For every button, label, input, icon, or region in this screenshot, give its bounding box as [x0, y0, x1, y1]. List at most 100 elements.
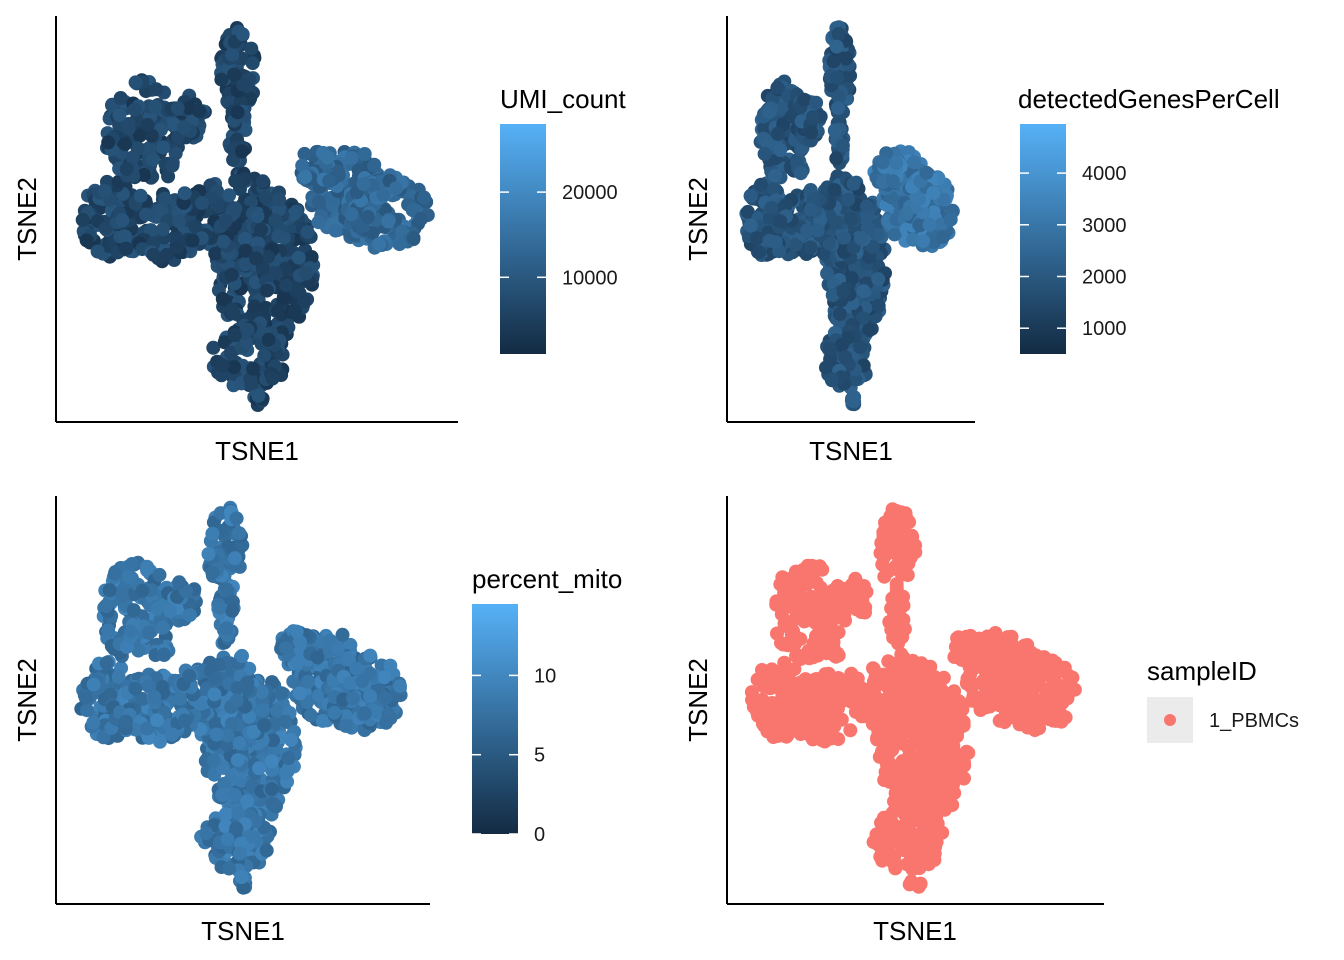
scatter-point: [79, 233, 94, 248]
scatter-point: [862, 323, 877, 338]
scatter-point: [312, 194, 327, 209]
scatter-point: [806, 673, 821, 688]
scatter-point: [829, 151, 844, 166]
scatter-point: [945, 798, 960, 812]
x-axis-label: TSNE1: [809, 436, 893, 466]
scatter-point: [912, 671, 927, 686]
scatter-point: [393, 679, 407, 694]
scatter-point: [235, 648, 249, 663]
scatter-point: [885, 174, 900, 189]
scatter-point: [194, 196, 209, 211]
scatter-point: [230, 174, 245, 189]
scatter-point: [264, 754, 279, 769]
scatter-points: [74, 500, 408, 895]
scatter-point: [871, 298, 886, 313]
scatter-point: [297, 146, 312, 161]
scatter-point: [133, 188, 148, 203]
scatter-point: [143, 223, 158, 238]
scatter-point: [223, 345, 238, 360]
scatter-point: [754, 177, 768, 192]
scatter-point: [226, 152, 241, 167]
scatter-point: [823, 612, 838, 627]
scatter-point: [86, 677, 101, 692]
scatter-point: [238, 123, 253, 137]
scatter-point: [856, 284, 871, 299]
scatter-point: [792, 580, 807, 595]
scatter-point: [884, 508, 899, 523]
scatter-point: [793, 166, 808, 181]
scatter-point: [905, 806, 920, 821]
scatter-point: [124, 557, 139, 571]
panel-sample-id: TSNE1 TSNE2 sampleID 1_PBMCs: [683, 496, 1299, 946]
scatter-point: [254, 685, 269, 700]
scatter-points: [744, 502, 1082, 894]
scatter-point: [357, 706, 372, 721]
scatter-point: [214, 72, 229, 87]
scatter-point: [229, 511, 244, 526]
scatter-point: [161, 169, 176, 184]
scatter-point: [928, 735, 943, 750]
scatter-point: [290, 655, 305, 670]
y-axis-label: TSNE2: [12, 177, 42, 261]
scatter-point: [289, 624, 304, 639]
scatter-point: [177, 186, 192, 201]
scatter-point: [853, 231, 868, 246]
scatter-point: [838, 350, 853, 365]
scatter-point: [906, 784, 921, 799]
scatter-point: [825, 288, 840, 303]
scatter-point: [392, 237, 407, 252]
scatter-point: [165, 158, 180, 173]
scatter-point: [115, 213, 130, 228]
scatter-point: [918, 814, 933, 829]
scatter-point: [865, 716, 880, 731]
scatter-point: [825, 372, 840, 387]
y-axis-label: TSNE2: [683, 177, 713, 261]
scatter-point: [220, 832, 235, 847]
scatter-point: [230, 753, 245, 768]
scatter-point: [235, 27, 250, 42]
scatter-point: [230, 105, 245, 120]
scatter-point: [255, 174, 270, 189]
scatter-point: [912, 192, 926, 207]
scatter-point: [121, 121, 136, 136]
scatter-point: [264, 782, 279, 797]
scatter-point: [148, 99, 163, 114]
scatter-point: [224, 267, 239, 282]
scatter-point: [245, 56, 260, 71]
scatter-point: [140, 117, 155, 132]
scatter-point: [871, 272, 886, 287]
scatter-point: [835, 603, 850, 618]
scatter-point: [322, 174, 337, 188]
scatter-point: [206, 754, 221, 768]
scatter-point: [882, 692, 897, 707]
scatter-point: [205, 526, 220, 541]
scatter-point: [118, 137, 133, 152]
x-axis-label: TSNE1: [215, 436, 299, 466]
scatter-point: [911, 759, 926, 774]
scatter-point: [209, 727, 224, 742]
scatter-point: [328, 223, 343, 238]
scatter-point: [125, 151, 140, 166]
scatter-point: [279, 278, 294, 293]
scatter-point: [222, 188, 237, 203]
y-axis-label: TSNE2: [12, 658, 42, 742]
scatter-point: [897, 622, 912, 637]
scatter-point: [133, 128, 147, 143]
colorbar: [500, 124, 546, 354]
scatter-point: [156, 647, 171, 662]
scatter-point: [764, 662, 779, 677]
scatter-point: [878, 520, 893, 535]
scatter-point: [896, 719, 911, 734]
scatter-point: [153, 734, 167, 749]
scatter-point: [389, 181, 404, 196]
scatter-point: [826, 689, 840, 704]
scatter-point: [257, 718, 272, 733]
scatter-point: [222, 861, 236, 876]
scatter-point: [147, 690, 162, 704]
scatter-point: [271, 192, 286, 207]
scatter-point: [128, 75, 143, 90]
scatter-point: [207, 671, 222, 685]
scatter-point: [827, 183, 842, 197]
scatter-point: [843, 723, 858, 738]
scatter-point: [208, 246, 223, 261]
